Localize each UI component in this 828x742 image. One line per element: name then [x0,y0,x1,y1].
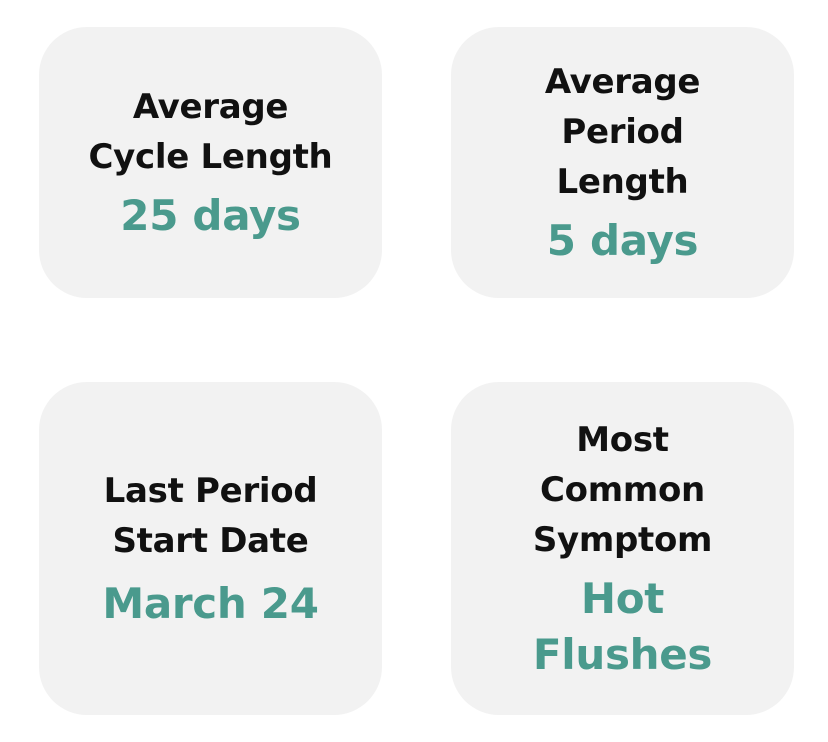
card-value: Hot Flushes [532,571,713,683]
card-label-line: Average [132,86,289,127]
card-label-line: Length [556,161,689,202]
average-cycle-length-card: Average Cycle Length 25 days [39,27,382,298]
card-label-line: Start Date [112,520,309,561]
card-label-line: Period [561,111,684,152]
card-label-line: Symptom [532,519,713,560]
card-value: 25 days [120,188,301,244]
average-period-length-card: Average Period Length 5 days [451,27,794,298]
card-value-line: Flushes [532,629,713,679]
most-common-symptom-card: Most Common Symptom Hot Flushes [451,382,794,715]
card-value-line: March 24 [102,578,319,628]
card-value-line: Hot [580,573,665,623]
last-period-start-date-card: Last Period Start Date March 24 [39,382,382,715]
card-value: 5 days [547,213,699,269]
card-value: March 24 [102,576,319,632]
card-label-line: Cycle Length [88,136,333,177]
card-label-line: Most [576,419,669,460]
card-label-line: Average [544,61,701,102]
card-label-line: Common [540,469,705,510]
card-value-line: 25 days [120,190,301,240]
card-label: Most Common Symptom [532,415,713,565]
card-label: Average Cycle Length [89,82,333,182]
card-label-line: Last Period [103,470,318,511]
card-value-line: 5 days [546,215,699,265]
card-label: Last Period Start Date [104,466,318,566]
card-label: Average Period Length [544,57,701,207]
